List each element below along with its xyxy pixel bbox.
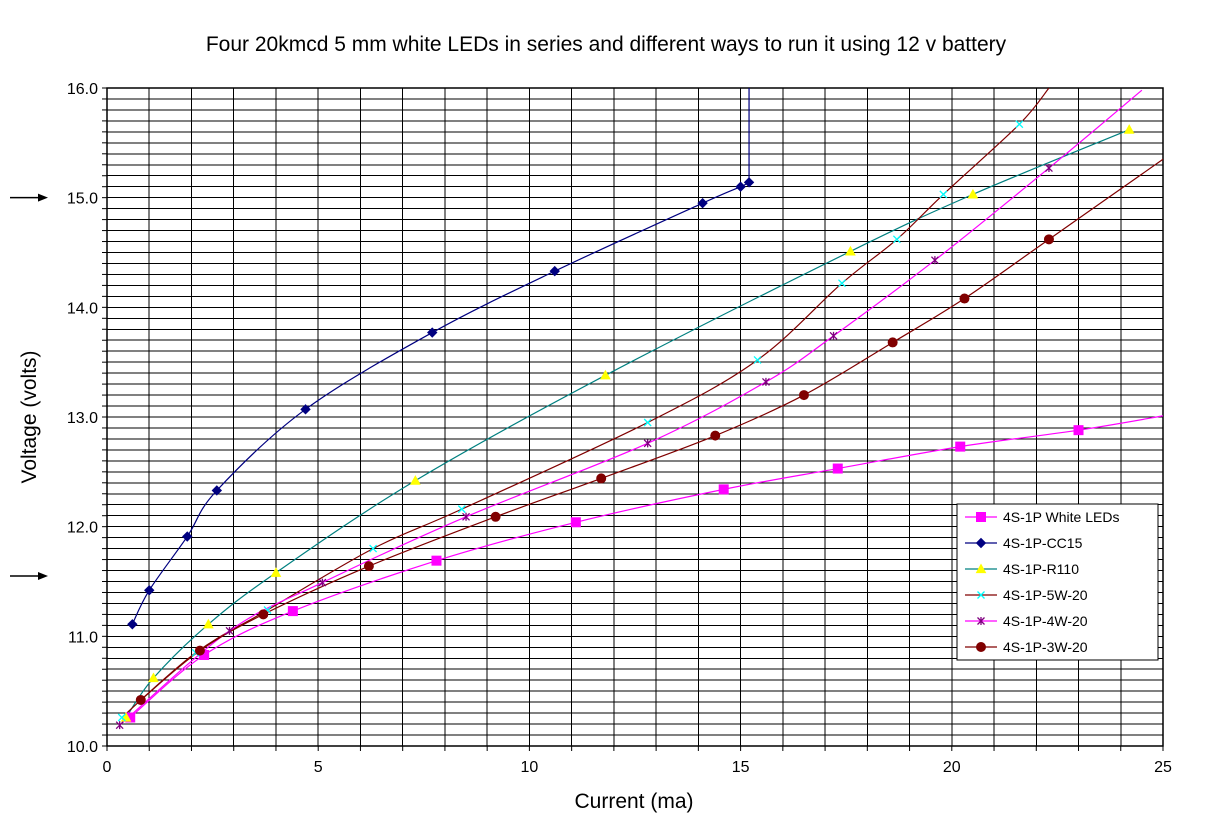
legend: 4S-1P White LEDs 4S-1P-CC15 4S-1P-R110 4S-1…: [956, 503, 1159, 661]
arrow-head: [38, 572, 48, 581]
data-point-4s-1p-4w-20: [829, 331, 838, 340]
data-point-4s-1p-cc15: [735, 181, 746, 192]
data-point-4s-1p-cc15: [549, 265, 560, 277]
data-point-4s-1p-5w-20: [753, 356, 762, 364]
data-point-4s-1p-3w-20: [1043, 234, 1054, 245]
data-point-4s-1p-cc15: [427, 327, 438, 338]
data-point-4s-1p-4w-20: [930, 256, 939, 265]
x-tick-label: 20: [943, 759, 961, 776]
axes: 0 5 10 15 20 25 10.0 11.0 12.0 13.0 14.0 15.0 16.0: [67, 81, 1172, 776]
data-point-4s-1p-3w-20: [258, 609, 269, 620]
data-point-4s-1p-white-leds: [431, 555, 442, 566]
data-point-4s-1p-5w-20: [939, 190, 948, 199]
y-tick-label: 11.0: [68, 629, 98, 646]
legend-label-4s-1p-cc15: 4S-1P-CC15: [1003, 535, 1083, 551]
legend-label-4s-1p-3w-20: 4S-1P-3W-20: [1003, 639, 1088, 655]
y-tick-label: 13.0: [67, 410, 98, 427]
legend-marker-4s-1p-cc15: [975, 537, 987, 549]
data-point-4s-1p-5w-20: [643, 418, 652, 427]
data-point-4s-1p-5w-20: [457, 505, 466, 514]
data-point-4s-1p-3w-20: [363, 561, 374, 572]
data-point-4s-1p-4w-20: [115, 721, 124, 730]
series-group: [115, 88, 1163, 730]
data-point-4s-1p-5w-20: [838, 279, 846, 288]
x-tick-label: 25: [1154, 759, 1172, 776]
series-markers: [115, 120, 1135, 730]
data-point-4s-1p-4w-20: [1044, 164, 1053, 173]
series-line-4s-1p-white-leds: [129, 415, 1163, 718]
data-point-4s-1p-white-leds: [287, 606, 298, 617]
data-point-4s-1p-r110: [600, 369, 611, 380]
x-tick-label: 0: [103, 759, 112, 776]
data-point-4s-1p-cc15: [127, 619, 138, 630]
legend-marker-4s-1p-3w-20: [976, 642, 986, 652]
data-point-4s-1p-5w-20: [892, 235, 901, 244]
y-tick-label: 14.0: [67, 300, 98, 317]
data-point-4s-1p-5w-20: [1015, 120, 1024, 129]
x-axis-label: Current (ma): [574, 790, 693, 813]
data-point-4s-1p-r110: [148, 672, 159, 683]
data-point-4s-1p-r110: [203, 618, 214, 629]
data-point-4s-1p-white-leds: [718, 484, 729, 495]
data-point-4s-1p-4w-20: [462, 512, 470, 521]
y-tick-label: 12.0: [67, 520, 98, 537]
data-point-4s-1p-cc15: [182, 531, 193, 542]
legend-marker-4s-1p-4w-20: [977, 617, 985, 625]
data-point-4s-1p-4w-20: [225, 626, 234, 635]
data-point-4s-1p-white-leds: [570, 517, 581, 528]
legend-label-4s-1p-5w-20: 4S-1P-5W-20: [1003, 587, 1088, 603]
data-point-4s-1p-3w-20: [798, 390, 809, 401]
data-point-4s-1p-3w-20: [135, 694, 146, 705]
data-point-4s-1p-4w-20: [318, 578, 327, 587]
data-point-4s-1p-cc15: [697, 197, 708, 209]
legend-marker-4s-1p-white-leds: [976, 512, 986, 522]
data-point-4s-1p-cc15: [144, 585, 155, 596]
y-axis-label: Voltage (volts): [18, 350, 41, 483]
data-point-4s-1p-3w-20: [194, 645, 205, 656]
x-tick-label: 10: [521, 759, 539, 776]
legend-box: [956, 503, 1159, 661]
data-point-4s-1p-r110: [270, 567, 282, 577]
y-tick-label: 15.0: [67, 191, 98, 208]
data-point-4s-1p-3w-20: [596, 473, 607, 484]
data-point-4s-1p-3w-20: [710, 430, 721, 441]
data-point-4s-1p-5w-20: [369, 544, 378, 553]
data-point-4s-1p-white-leds: [1073, 425, 1084, 436]
data-point-4s-1p-r110: [410, 475, 421, 485]
data-point-4s-1p-cc15: [743, 177, 755, 188]
data-point-4s-1p-r110: [845, 245, 856, 256]
series-line-4s-1p-r110: [125, 129, 1130, 718]
data-point-4s-1p-3w-20: [887, 337, 898, 348]
data-point-4s-1p-r110: [967, 188, 979, 199]
data-point-4s-1p-4w-20: [643, 439, 652, 448]
data-point-4s-1p-cc15: [300, 404, 311, 415]
data-point-4s-1p-3w-20: [490, 511, 501, 522]
chart-title: Four 20kmcd 5 mm white LEDs in series an…: [206, 33, 1007, 56]
data-point-4s-1p-5w-20: [117, 713, 126, 722]
x-tick-label: 15: [732, 759, 750, 776]
data-point-4s-1p-3w-20: [959, 293, 970, 304]
data-point-4s-1p-white-leds: [832, 463, 843, 474]
legend-marker-4s-1p-5w-20: [977, 591, 985, 599]
legend-label-4s-1p-4w-20: 4S-1P-4W-20: [1003, 613, 1088, 629]
series-line-4s-1p-4w-20: [119, 89, 1143, 726]
legend-label-4s-1p-r110: 4S-1P-R110: [1003, 561, 1079, 577]
arrow-markers: [10, 193, 48, 581]
data-point-4s-1p-cc15: [211, 485, 223, 496]
data-point-4s-1p-r110: [1123, 124, 1135, 134]
y-tick-label: 16.0: [67, 81, 98, 98]
x-tick-label: 5: [314, 759, 323, 776]
arrow-head: [38, 193, 48, 202]
series-line-4s-1p-cc15: [131, 88, 750, 625]
legend-label-4s-1p-white-leds: 4S-1P White LEDs: [1003, 509, 1119, 525]
legend-marker-4s-1p-r110: [975, 563, 987, 574]
data-point-4s-1p-white-leds: [955, 441, 966, 452]
y-tick-label: 10.0: [67, 739, 98, 756]
data-point-4s-1p-4w-20: [761, 377, 770, 386]
